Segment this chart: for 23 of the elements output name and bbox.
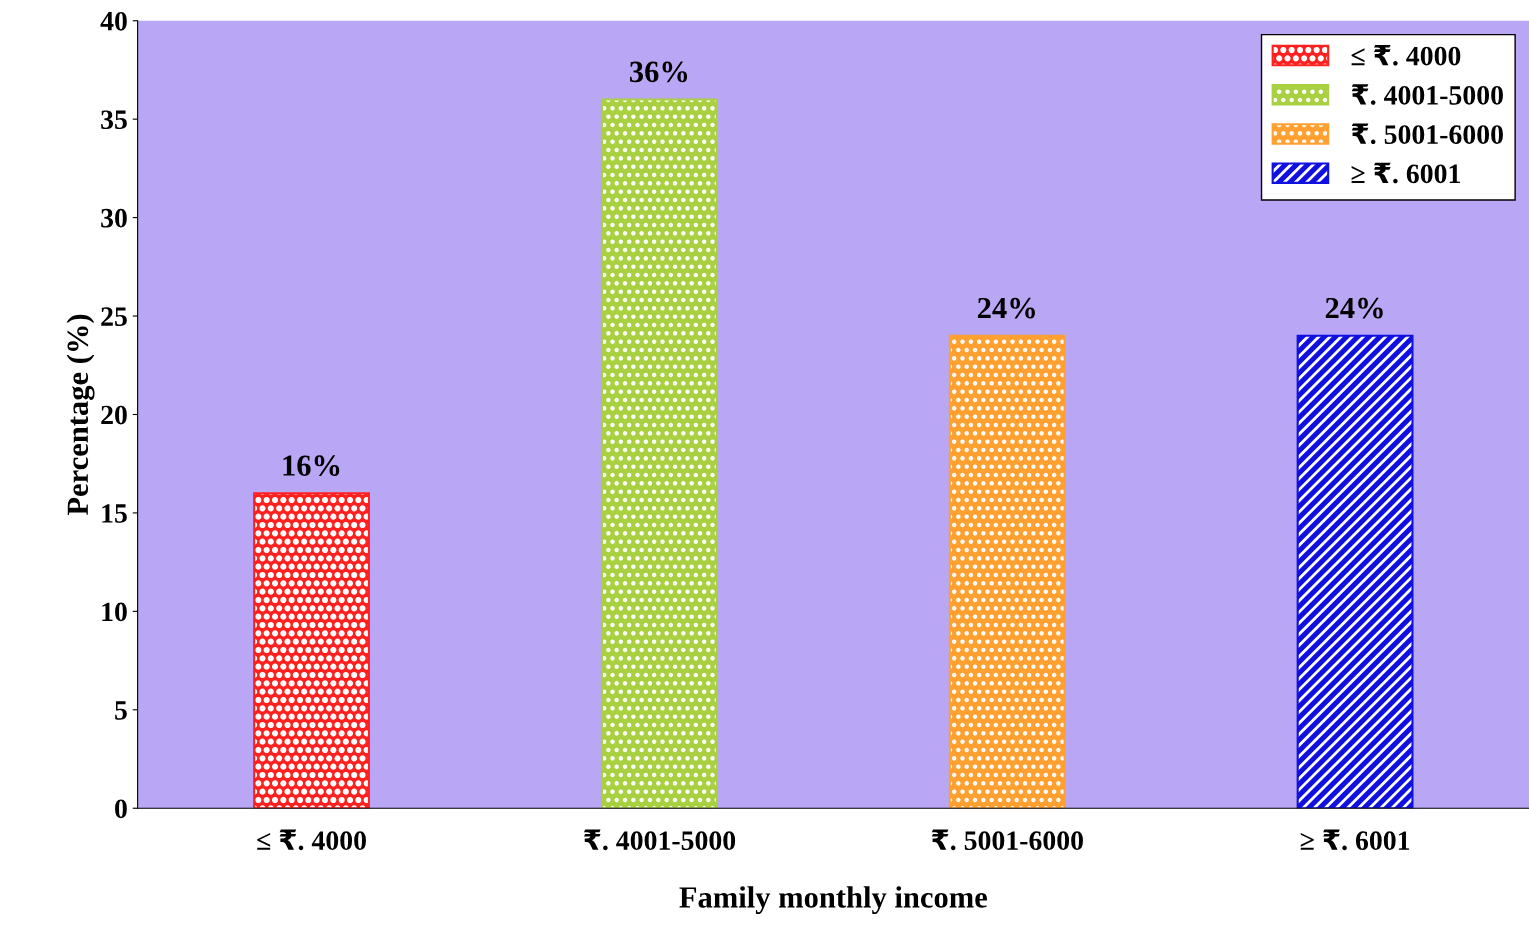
legend-label: ₹. 4001-5000 [1351,84,1503,105]
y-tick-label: 25 [101,307,127,326]
y-tick-label: 10 [102,602,127,622]
y-tick-label: 15 [102,504,127,523]
y-tick-label: 0 [115,799,127,819]
x-tick-label: ≤ ₹. 4000 [257,829,366,851]
data-label: 16% [283,455,340,477]
data-label: 24% [977,297,1035,319]
y-tick-label: 30 [101,208,127,228]
y-tick-label: 5 [115,701,127,720]
y-tick-label: 40 [100,11,127,31]
legend-label: ₹. 5001-6000 [1351,123,1503,145]
data-label: 36% [629,61,688,83]
data-label: 24% [1325,297,1383,319]
y-tick-label: 20 [101,405,127,425]
x-tick-label: ₹. 4001-5000 [583,829,736,851]
legend-label: ≤ ₹. 4000 [1351,44,1461,66]
x-tick-label: ≥ ₹. 6001 [1300,829,1410,851]
y-axis-title: Percentage (%) [66,314,95,516]
x-axis-title: Family monthly income [679,886,987,914]
x-tick-label: ₹. 5001-6000 [931,829,1083,851]
y-tick-label: 35 [101,110,127,130]
legend-label: ≥ ₹. 6001 [1351,162,1460,184]
